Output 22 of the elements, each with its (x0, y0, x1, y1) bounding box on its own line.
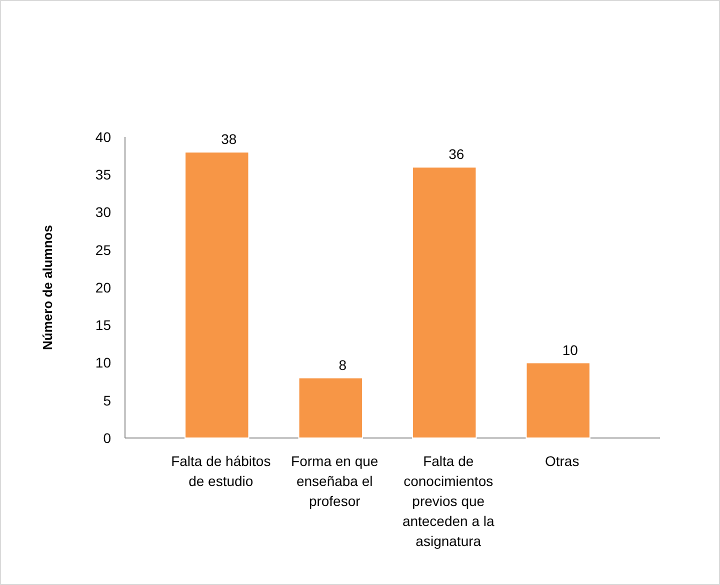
bar (184, 152, 250, 438)
data-label: 10 (562, 342, 578, 358)
y-tick-label: 15 (95, 317, 112, 334)
y-tick-label: 40 (95, 128, 112, 145)
y-tick-label: 10 (95, 354, 112, 371)
y-tick-label: 30 (95, 204, 112, 220)
x-tick-label: Forma en que enseñaba el profesor (291, 453, 378, 509)
y-axis-title: Número de alumnos (40, 225, 55, 350)
y-tick-label: 25 (95, 242, 112, 258)
data-label: 38 (221, 131, 237, 148)
y-tick-label: 20 (95, 279, 112, 296)
x-tick-label: Falta de conocimientos previos que anteceden a la asignatura (402, 453, 495, 549)
data-label: 8 (338, 356, 347, 373)
y-tick-label: 5 (103, 392, 112, 408)
bar (412, 166, 477, 438)
x-tick-label: Falta de hábitos de estudio (171, 453, 271, 489)
y-tick-label: 0 (103, 430, 112, 446)
y-tick-label: 35 (95, 166, 112, 183)
x-tick-label: Otras (544, 453, 580, 469)
bar (526, 362, 590, 438)
data-label: 36 (448, 146, 464, 162)
bar (298, 377, 363, 438)
